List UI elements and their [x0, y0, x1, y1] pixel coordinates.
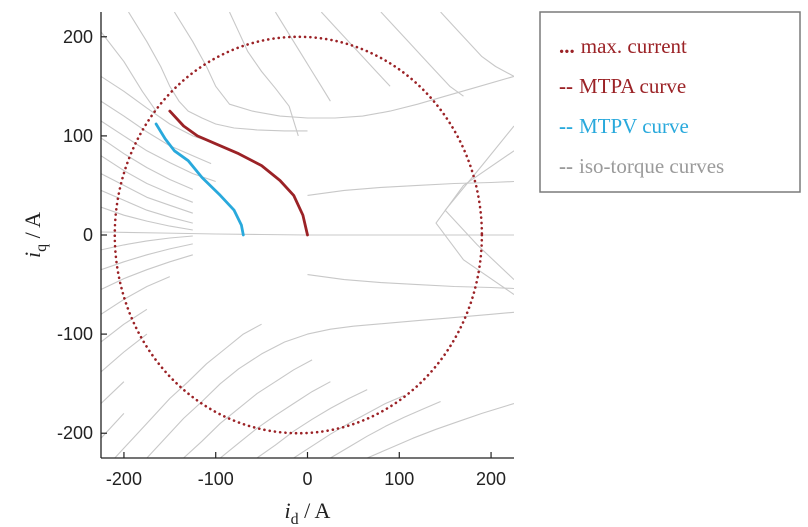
iso-torque-curve-24	[101, 413, 125, 439]
y-axis-label: iq / A	[20, 212, 50, 258]
x-tick-label: 200	[476, 469, 506, 489]
iso-torque-curve-4	[274, 12, 331, 102]
y-tick-label: -100	[57, 324, 93, 344]
iso-torque-curve-3	[229, 12, 299, 137]
legend-item: -- MTPV curve	[559, 114, 689, 138]
mtpv-curve	[154, 122, 245, 237]
plot-area	[101, 12, 514, 458]
iso-torque-curve-15	[101, 206, 193, 231]
iso-torque-curve-31	[330, 400, 441, 458]
legend-label: max. current	[581, 34, 687, 58]
iso-torque-curve-30	[293, 395, 405, 458]
legend-item: -- iso-torque curves	[559, 154, 724, 178]
series-layer	[101, 12, 514, 458]
x-tick-label: 100	[384, 469, 414, 489]
iso-torque-curve-29	[256, 389, 368, 458]
iso-torque-curve-5	[320, 12, 391, 87]
iso-torque-curve-2	[173, 12, 514, 119]
legend-label: MTPV curve	[579, 114, 689, 138]
iso-torque-curve-34	[307, 180, 514, 196]
iso-torque-curve-8	[101, 75, 216, 145]
iso-torque-curve-25	[114, 323, 262, 458]
legend-item: -- MTPA curve	[559, 74, 686, 98]
iso-torque-curve-20	[101, 276, 171, 315]
iso-torque-curve-1	[128, 12, 308, 132]
y-axis-label-sub: q	[33, 244, 50, 252]
y-tick-label: 100	[63, 126, 93, 146]
legend-item: ... max. current	[559, 34, 687, 58]
iso-torque-curve-12	[101, 155, 193, 203]
max-current-circle	[113, 35, 484, 435]
iso-torque-curve-32	[366, 402, 514, 458]
y-tick-label: 0	[83, 225, 93, 245]
mtpa-curve	[168, 109, 309, 237]
iso-torque-curve-0	[101, 31, 157, 112]
legend-marker: --	[559, 74, 573, 98]
legend-label: iso-torque curves	[579, 154, 724, 178]
iso-torque-curve-22	[101, 333, 148, 373]
iso-torque-curve-10	[101, 120, 216, 183]
y-axis-label-var: i	[20, 252, 45, 258]
legend-marker: ...	[559, 34, 575, 58]
iso-torque-curve-19	[101, 254, 193, 290]
x-tick-label: -200	[106, 469, 142, 489]
x-axis-label-unit: / A	[299, 498, 331, 523]
x-axis-label-var: i	[285, 498, 291, 523]
iso-torque-curve-11	[101, 137, 194, 190]
y-tick-label: 200	[63, 27, 93, 47]
y-axis-label-unit: / A	[20, 212, 45, 244]
x-axis-label-sub: d	[291, 511, 299, 527]
iso-torque-curve-6	[380, 12, 464, 97]
x-tick-label: 0	[302, 469, 312, 489]
iso-torque-curve-18	[101, 243, 193, 271]
iso-torque-curve-23	[101, 381, 125, 404]
iso-torque-curve-26	[146, 311, 514, 458]
legend-marker: --	[559, 154, 573, 178]
iso-torque-curve-9	[101, 100, 212, 165]
x-axis-label: id / A	[285, 498, 331, 527]
legend-label: MTPA curve	[579, 74, 686, 98]
legend-marker: --	[559, 114, 573, 138]
iso-torque-curve-13	[101, 173, 193, 214]
iso-torque-curve-7	[440, 12, 514, 77]
iso-torque-curve-33	[307, 274, 514, 290]
iso-torque-curve-14	[101, 189, 193, 224]
iso-torque-curve-27	[183, 359, 313, 458]
x-tick-label: -100	[198, 469, 234, 489]
legend-box	[539, 11, 801, 193]
iso-torque-curve-21	[101, 308, 148, 343]
iso-torque-curve-36	[435, 150, 514, 295]
iso-torque-curve-28	[219, 381, 331, 458]
legend: ... max. current-- MTPA curve-- MTPV curve-…	[539, 11, 801, 193]
y-tick-label: -200	[57, 423, 93, 443]
